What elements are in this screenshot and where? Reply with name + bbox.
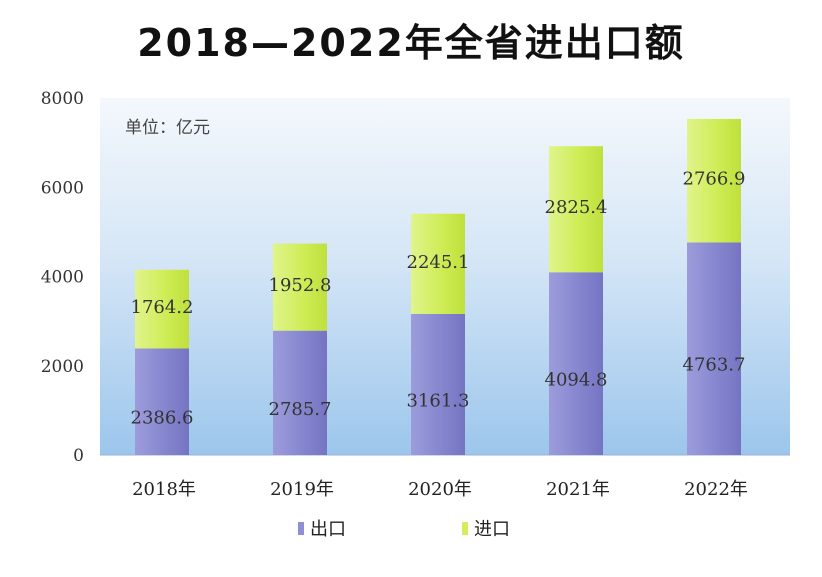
legend-swatch-export <box>298 522 304 535</box>
import-value-label: 1952.8 <box>269 275 332 296</box>
export-value-label: 4094.8 <box>545 370 608 391</box>
export-bar <box>549 272 603 455</box>
export-value-label: 2386.6 <box>131 408 194 429</box>
y-tick-label: 2000 <box>41 357 84 377</box>
export-bar <box>687 242 741 455</box>
legend-label-export: 出口 <box>310 519 346 540</box>
y-tick-label: 8000 <box>41 89 84 109</box>
x-tick-label: 2020年 <box>408 479 472 500</box>
import-bar <box>135 269 189 349</box>
import-value-label: 2245.1 <box>407 252 470 273</box>
import-bar <box>687 118 741 243</box>
export-bar <box>135 348 189 455</box>
x-tick-label: 2018年 <box>132 479 196 500</box>
export-bar <box>273 330 327 455</box>
import-value-label: 1764.2 <box>131 297 194 318</box>
export-value-label: 3161.3 <box>407 390 470 411</box>
unit-label: 单位：亿元 <box>125 118 210 138</box>
y-tick-label: 6000 <box>41 178 84 198</box>
x-tick-label: 2021年 <box>546 479 610 500</box>
export-value-label: 2785.7 <box>269 399 332 420</box>
export-value-label: 4763.7 <box>683 355 746 376</box>
legend-swatch-import <box>462 522 468 535</box>
y-tick-label: 0 <box>73 446 84 466</box>
import-value-label: 2766.9 <box>683 169 746 190</box>
chart-title: 2018—2022年全省进出口额 <box>137 21 685 65</box>
import-bar <box>273 243 327 331</box>
import-bar <box>549 146 603 273</box>
y-tick-label: 4000 <box>41 268 84 288</box>
x-tick-label: 2019年 <box>270 479 334 500</box>
import-bar <box>411 213 465 314</box>
export-bar <box>411 313 465 455</box>
legend-label-import: 进口 <box>474 519 510 540</box>
x-tick-label: 2022年 <box>684 479 748 500</box>
import-value-label: 2825.4 <box>545 197 608 218</box>
